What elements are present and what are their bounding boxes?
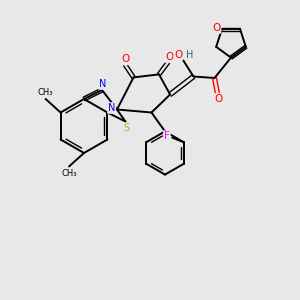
Text: F: F	[164, 131, 170, 141]
Text: O: O	[165, 52, 174, 62]
Text: N: N	[108, 103, 115, 113]
Text: O: O	[212, 23, 220, 33]
Text: O: O	[121, 54, 129, 64]
Text: O: O	[214, 94, 223, 104]
Text: H: H	[186, 50, 193, 60]
Text: N: N	[99, 79, 106, 89]
Text: O: O	[174, 50, 183, 60]
Text: CH₃: CH₃	[61, 169, 77, 178]
Text: CH₃: CH₃	[38, 88, 53, 97]
Text: S: S	[124, 123, 130, 133]
